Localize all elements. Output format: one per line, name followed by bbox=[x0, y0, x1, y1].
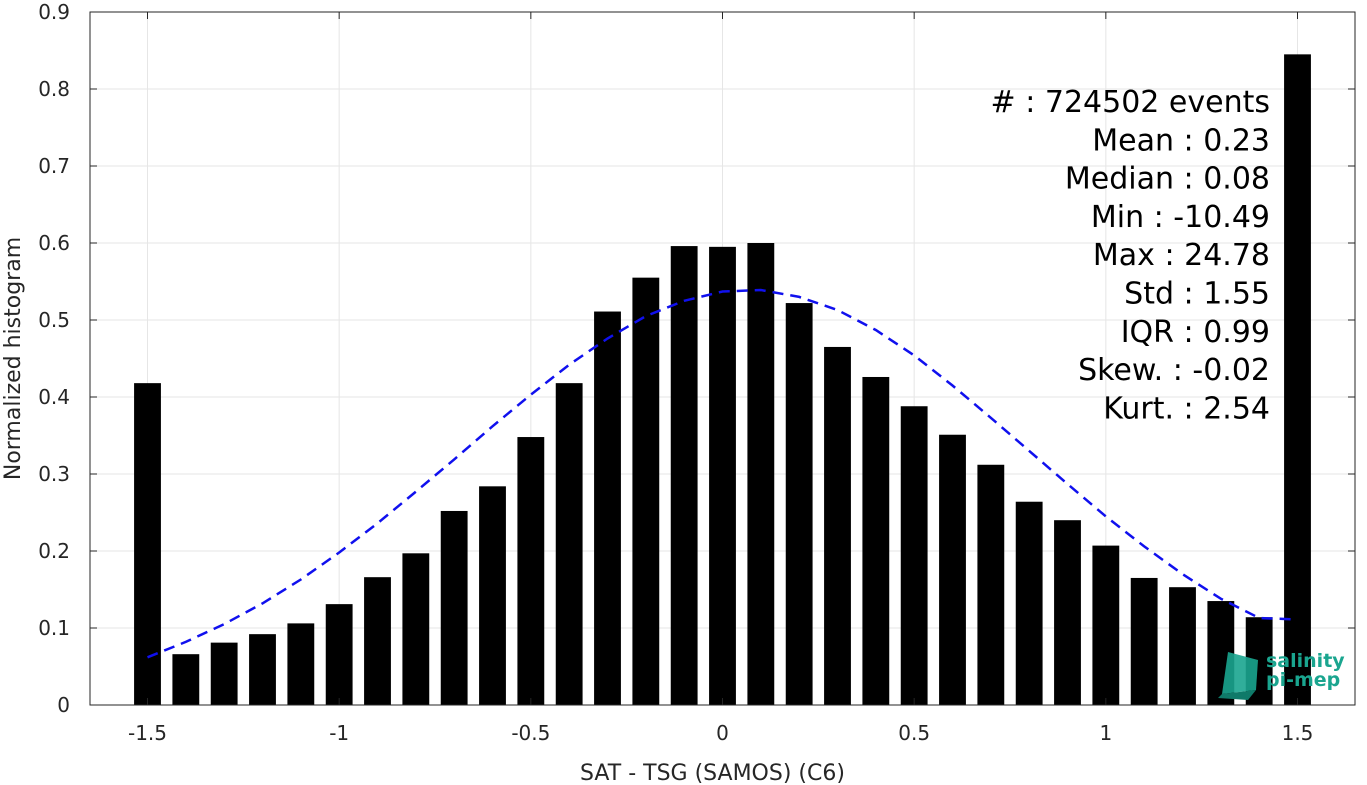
histogram-bar bbox=[210, 642, 238, 705]
histogram-bar bbox=[747, 243, 775, 705]
stat-annotation: Kurt. : 2.54 bbox=[1103, 391, 1270, 426]
histogram-bar bbox=[325, 604, 353, 705]
histogram-bar bbox=[632, 277, 660, 705]
x-tick-label: 0.5 bbox=[898, 721, 930, 745]
stat-annotation: # : 724502 events bbox=[991, 85, 1270, 120]
histogram-bar bbox=[709, 246, 736, 705]
histogram-bar bbox=[939, 434, 966, 705]
histogram-bar bbox=[402, 553, 430, 705]
histogram-bar bbox=[555, 383, 583, 705]
fit-curve bbox=[147, 288, 1298, 659]
histogram-bar bbox=[977, 464, 1005, 705]
histogram-bar bbox=[1015, 501, 1043, 705]
x-tick-label: -1 bbox=[329, 721, 349, 745]
y-axis-ticks: 0 0.1 0.2 0.3 0.4 0.5 0.6 0.7 0.8 0.9 bbox=[38, 0, 1355, 717]
y-tick-label: 0.6 bbox=[38, 231, 70, 255]
stat-annotation: Mean : 0.23 bbox=[1092, 123, 1270, 158]
histogram-bar bbox=[249, 634, 276, 705]
histogram-bar bbox=[364, 577, 391, 705]
histogram-bar bbox=[785, 303, 813, 705]
histogram-bar bbox=[479, 486, 506, 705]
histogram-bar bbox=[517, 437, 545, 705]
histogram-bar bbox=[172, 654, 200, 705]
y-tick-label: 0.2 bbox=[38, 539, 70, 563]
x-tick-label: -1.5 bbox=[128, 721, 167, 745]
histogram-bar bbox=[1284, 54, 1311, 706]
histogram-bar bbox=[1092, 545, 1120, 705]
y-tick-label: 0.8 bbox=[38, 77, 70, 101]
x-tick-label: 1 bbox=[1099, 721, 1112, 745]
histogram-bar bbox=[134, 383, 161, 705]
logo-cube-shade bbox=[1218, 690, 1256, 700]
y-tick-label: 0.5 bbox=[38, 308, 70, 332]
y-tick-label: 0.9 bbox=[38, 0, 70, 24]
histogram-bar bbox=[594, 311, 621, 705]
histogram-bar bbox=[1169, 587, 1196, 705]
stat-annotation: Skew. : -0.02 bbox=[1078, 353, 1270, 388]
stat-annotation: Min : -10.49 bbox=[1091, 200, 1270, 235]
y-tick-label: 0.1 bbox=[38, 616, 70, 640]
logo-cube-icon bbox=[1222, 652, 1258, 694]
logo-text-line2: pi-mep bbox=[1266, 669, 1340, 691]
histogram-bar bbox=[440, 510, 468, 705]
x-axis-label: SAT - TSG (SAMOS) (C6) bbox=[580, 761, 845, 785]
y-tick-label: 0.4 bbox=[38, 385, 70, 409]
stat-annotation: Std : 1.55 bbox=[1124, 277, 1270, 312]
x-axis-ticks: -1.5 -1 -0.5 0 0.5 1 1.5 bbox=[128, 12, 1313, 745]
x-tick-label: -0.5 bbox=[511, 721, 550, 745]
x-tick-label: 0 bbox=[716, 721, 729, 745]
y-tick-label: 0.3 bbox=[38, 462, 70, 486]
histogram-bar bbox=[1054, 520, 1081, 705]
salinity-pi-mep-logo: salinity pi-mep bbox=[1218, 650, 1345, 700]
histogram-bar bbox=[862, 376, 890, 705]
y-tick-label: 0.7 bbox=[38, 154, 70, 178]
stat-annotation: Median : 0.08 bbox=[1065, 162, 1270, 197]
histogram-bar bbox=[1130, 577, 1158, 705]
logo-text-line1: salinity bbox=[1266, 650, 1345, 672]
x-tick-label: 1.5 bbox=[1282, 721, 1314, 745]
y-axis-label: Normalized histogram bbox=[1, 237, 26, 480]
bars bbox=[134, 54, 1311, 706]
y-tick-label: 0 bbox=[57, 693, 70, 717]
stat-annotation: IQR : 0.99 bbox=[1121, 315, 1270, 350]
histogram-bar bbox=[824, 346, 851, 705]
histogram-bar bbox=[900, 406, 928, 705]
stat-annotation: Max : 24.78 bbox=[1093, 238, 1270, 273]
histogram-bar bbox=[670, 246, 698, 705]
histogram-bar bbox=[287, 623, 315, 705]
